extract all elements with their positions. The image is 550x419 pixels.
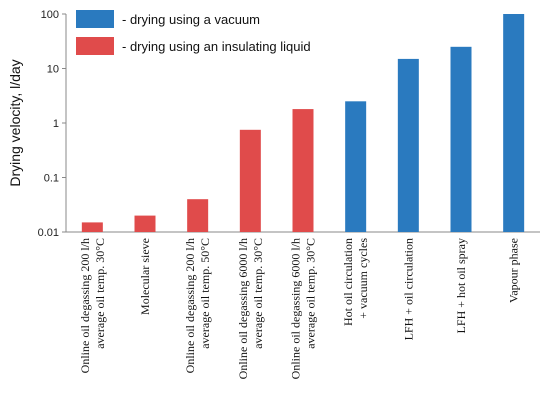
bar: [187, 199, 209, 232]
bar: [503, 14, 525, 232]
category-label: LFH + oil circulation: [401, 238, 415, 340]
category-label: Online oil degassing 200 l/h average oil …: [183, 238, 212, 373]
y-tick-label: 0.01: [38, 227, 59, 239]
category-label: Online oil degassing 6000 l/h average oil…: [236, 238, 265, 379]
legend: - drying using a vacuum - drying using an…: [76, 10, 311, 55]
bar: [239, 129, 261, 232]
legend-label: - drying using an insulating liquid: [122, 39, 311, 54]
y-tick-label: 10: [47, 64, 59, 76]
category-label-line: Vapour phase: [507, 238, 521, 303]
legend-label: - drying using a vacuum: [122, 12, 260, 27]
category-label-line: LFH + hot oil spray: [454, 238, 468, 333]
category-label: Online oil degassing 200 l/h average oil …: [78, 238, 107, 373]
y-ticks: 0.01 0.1 1 10 100: [38, 9, 66, 239]
category-labels: Online oil degassing 200 l/h average oil …: [78, 238, 521, 380]
legend-swatch: [76, 37, 114, 55]
category-label-line: LFH + oil circulation: [401, 238, 415, 340]
bar: [81, 222, 103, 232]
category-label-line: Molecular sieve: [138, 238, 152, 315]
bar: [292, 109, 314, 232]
category-label-line: average oil temp. 30°C: [93, 238, 107, 349]
category-label-line: average oil temp. 30°C: [251, 238, 265, 349]
category-label-line: Online oil degassing 6000 l/h: [289, 238, 303, 379]
y-tick-label: 100: [41, 9, 59, 21]
bar: [134, 215, 156, 232]
category-label-line: average oil temp. 50°C: [198, 238, 212, 349]
legend-swatch: [76, 10, 114, 28]
category-label-line: + vacuum cycles: [356, 238, 370, 319]
y-axis-label: Drying velocity, l/day: [7, 59, 23, 186]
category-label: Vapour phase: [507, 238, 521, 303]
category-label: Hot oil circulation + vacuum cycles: [341, 238, 370, 326]
category-label-line: Hot oil circulation: [341, 238, 355, 326]
bar: [345, 101, 367, 232]
bars: [81, 14, 525, 232]
category-label-line: Online oil degassing 200 l/h: [78, 238, 92, 373]
category-label: Online oil degassing 6000 l/h average oil…: [289, 238, 318, 379]
bar: [450, 46, 472, 232]
bar: [397, 58, 419, 232]
category-label-line: average oil temp. 30°C: [304, 238, 318, 349]
category-label-line: Online oil degassing 200 l/h: [183, 238, 197, 373]
category-label: Molecular sieve: [138, 238, 152, 315]
category-label-line: Online oil degassing 6000 l/h: [236, 238, 250, 379]
y-tick-label: 1: [53, 118, 59, 130]
category-label: LFH + hot oil spray: [454, 238, 468, 333]
y-tick-label: 0.1: [44, 173, 59, 185]
